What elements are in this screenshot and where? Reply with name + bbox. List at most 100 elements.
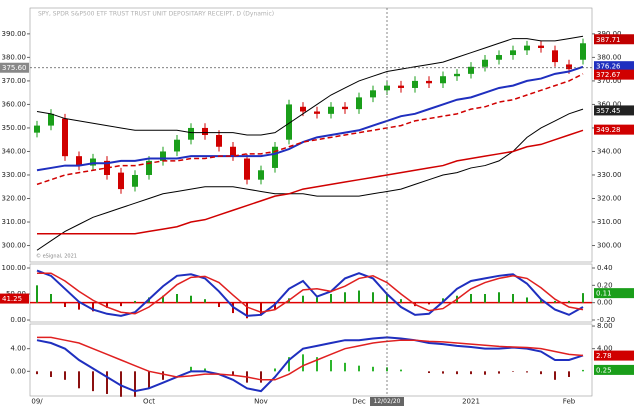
y2-tick-label: 0.20 <box>597 281 613 289</box>
candle-body <box>132 174 138 187</box>
histogram-bar <box>64 371 66 380</box>
y2-tick-label: 0.40 <box>597 264 613 272</box>
y2-tick-label: 370.00 <box>597 77 622 85</box>
x-tick-label: Dec <box>352 398 366 406</box>
histogram-bar <box>204 368 206 372</box>
y2-tick-label: 380.00 <box>597 53 622 61</box>
y2-tick-label: 300.00 <box>597 242 622 250</box>
y2-tick-label: 4.00 <box>597 345 613 353</box>
value-marker-label: 376.26 <box>596 63 621 71</box>
histogram-bar <box>50 293 52 303</box>
candle-body <box>342 106 348 110</box>
candle-body <box>412 80 418 88</box>
candle-body <box>202 127 208 135</box>
y2-tick-label: 330.00 <box>597 171 622 179</box>
value-marker <box>594 364 634 375</box>
candle-body <box>440 76 446 84</box>
candle-body <box>454 73 460 77</box>
candle-body <box>426 80 432 84</box>
line-series <box>36 35 584 136</box>
histogram-bar <box>78 371 80 389</box>
histogram-bar <box>582 293 584 303</box>
histogram-bar <box>330 360 332 372</box>
histogram-bar <box>260 371 262 383</box>
x-tick-label: Feb <box>563 398 576 406</box>
candle-body <box>174 139 180 152</box>
value-marker <box>594 69 634 80</box>
panel-frame <box>29 263 593 323</box>
histogram-bar <box>400 299 402 303</box>
crosshair-x-marker <box>370 397 404 406</box>
line-series <box>37 129 584 235</box>
histogram-bar <box>372 366 374 372</box>
crosshair-y-label: 375.60 <box>2 64 27 72</box>
histogram-bar <box>498 292 500 303</box>
histogram-bar <box>554 371 556 380</box>
histogram-bar <box>568 371 570 377</box>
histogram-bar <box>162 371 164 380</box>
candle-body <box>496 55 502 60</box>
candle-body <box>258 170 264 180</box>
histogram-bar <box>344 362 346 372</box>
histogram-bar <box>120 302 122 307</box>
value-marker-label: 387.71 <box>596 36 621 44</box>
candle-body <box>538 45 544 48</box>
candle-body <box>482 59 488 67</box>
candle-body <box>580 43 586 60</box>
histogram-bar <box>358 290 360 303</box>
histogram-bar <box>554 300 556 303</box>
candle-body <box>188 127 194 140</box>
candle-body <box>34 125 40 133</box>
value-marker <box>0 293 29 304</box>
histogram-bar <box>428 302 430 305</box>
candle-body <box>300 106 306 112</box>
y-tick-label: 390.00 <box>2 30 27 38</box>
watermark: © eSignal, 2021 <box>36 253 77 260</box>
histogram-bar <box>428 371 430 374</box>
candle-body <box>524 45 530 51</box>
histogram-bar <box>442 371 444 374</box>
histogram-bar <box>470 371 472 375</box>
x-tick-label: 2021 <box>462 398 480 406</box>
y-tick-label: 320.00 <box>2 195 27 203</box>
candle-body <box>356 97 362 110</box>
panel-frame <box>29 7 593 263</box>
y-tick-label: 310.00 <box>2 218 27 226</box>
histogram-bar <box>330 293 332 303</box>
y-tick-label: 380.00 <box>2 53 27 61</box>
line-series <box>37 336 584 381</box>
histogram-bar <box>302 354 304 372</box>
histogram-bar <box>512 293 514 303</box>
histogram-bar <box>484 371 486 375</box>
histogram-bar <box>540 300 542 303</box>
histogram-bar <box>400 369 402 372</box>
histogram-bar <box>470 293 472 303</box>
value-marker-label: 372.67 <box>596 71 621 79</box>
value-marker-label: 41.25 <box>2 295 22 303</box>
candle-body <box>76 156 82 166</box>
y2-tick-label: 390.00 <box>597 30 622 38</box>
histogram-bar <box>190 295 192 303</box>
histogram-bar <box>148 371 150 389</box>
histogram-bar <box>260 302 262 316</box>
x-tick-label: 12/02/20 <box>374 398 401 405</box>
y-tick-label: 360.00 <box>2 100 27 108</box>
histogram-bar <box>316 357 318 372</box>
value-marker <box>594 124 634 135</box>
y2-tick-label: -0.20 <box>597 316 615 324</box>
y2-tick-label: 360.00 <box>597 100 622 108</box>
value-marker-label: 349.28 <box>596 126 621 134</box>
histogram-bar <box>92 302 94 312</box>
histogram-bar <box>274 368 276 372</box>
candle-body <box>90 158 96 166</box>
histogram-bar <box>64 302 66 308</box>
y-tick-label: 340.00 <box>2 147 27 155</box>
candle-body <box>146 160 152 175</box>
y-tick-label: 350.00 <box>2 124 27 132</box>
x-tick-label: Oct <box>143 398 155 406</box>
histogram-bar <box>246 302 248 319</box>
histogram-bar <box>526 371 528 373</box>
y2-tick-label: 320.00 <box>597 195 622 203</box>
panel-frame <box>29 323 593 397</box>
